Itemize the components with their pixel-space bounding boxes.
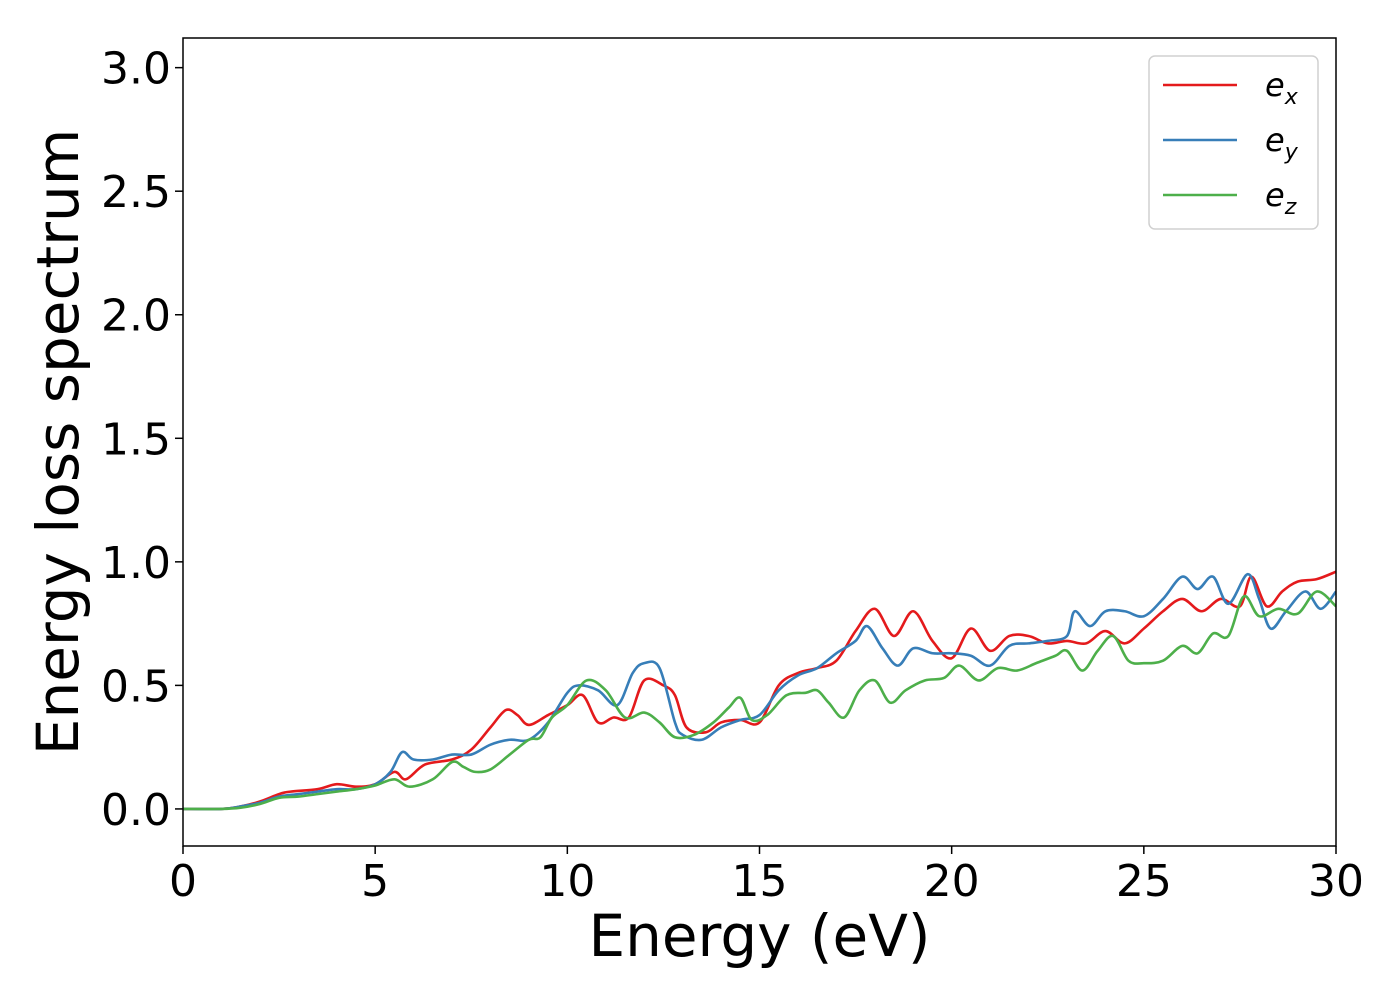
series-line-x [183,570,1336,811]
legend: ex ey ez [1148,55,1319,230]
x-tick-label: 5 [361,856,389,907]
series-line-z [183,590,1336,811]
y-axis: 0.0 0.5 1.0 1.5 2.0 2.5 3.0 [101,44,183,836]
y-tick-label: 2.0 [101,291,171,342]
y-tick-label: 2.5 [101,167,171,218]
y-tick-label: 3.0 [101,44,171,95]
x-tick-label: 25 [1116,856,1172,907]
series-line-y [183,572,1336,811]
x-tick-label: 20 [924,856,980,907]
series-lines [183,570,1336,811]
x-axis: 0 5 10 15 20 25 30 [169,846,1364,907]
legend-box [1148,55,1319,230]
x-tick-label: 30 [1308,856,1364,907]
y-tick-label: 0.0 [101,785,171,836]
x-axis-label: Energy (eV) [588,902,930,970]
x-tick-label: 0 [169,856,197,907]
x-tick-label: 10 [539,856,595,907]
y-tick-label: 1.0 [101,538,171,589]
legend-label-y: ey [1265,121,1299,165]
y-tick-label: 1.5 [101,414,171,465]
legend-label-z: ez [1265,176,1297,220]
y-tick-label: 0.5 [101,661,171,712]
legend-label-x: ex [1265,66,1299,110]
x-tick-label: 15 [732,856,788,907]
y-axis-label: Energy loss spectrum [24,129,92,755]
